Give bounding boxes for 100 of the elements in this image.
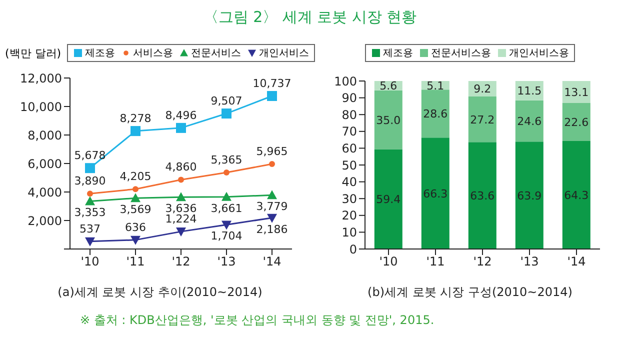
x-tick-label: '12	[172, 254, 190, 269]
point	[269, 161, 275, 167]
bar	[421, 138, 450, 249]
y-tick-label: 4,000	[28, 185, 62, 200]
data-label: 9,507	[210, 94, 242, 108]
data-label: 59.4	[376, 193, 401, 206]
data-label: 4,860	[165, 160, 197, 174]
data-label: 1,704	[210, 230, 242, 243]
y-tick-label: 70	[342, 124, 357, 139]
y-tick-label: 40	[342, 175, 357, 190]
data-label: 63.9	[517, 189, 542, 202]
point	[130, 193, 140, 202]
point	[87, 190, 93, 197]
legend-label: 전문서비스	[190, 47, 242, 60]
data-label: 3,636	[165, 202, 197, 216]
data-label: 5,365	[210, 154, 242, 167]
bar	[421, 90, 450, 138]
x-tick-label: '13	[520, 254, 539, 269]
bar	[515, 100, 544, 142]
data-label: 64.3	[564, 188, 589, 202]
bar	[468, 142, 496, 249]
y-tick-label: 10,000	[20, 100, 62, 114]
legend-label: 제조용	[382, 47, 413, 60]
data-label: 4,205	[120, 170, 152, 184]
x-tick-label: '13	[217, 254, 236, 269]
data-label: 5,965	[256, 145, 288, 158]
y-tick-label: 6,000	[28, 156, 62, 171]
point	[267, 214, 277, 223]
x-tick-label: '14	[262, 254, 282, 269]
data-label: 2,186	[256, 222, 288, 236]
data-label: 3,779	[256, 200, 288, 214]
x-tick-label: '10	[80, 254, 100, 269]
y-tick-label: 30	[342, 192, 357, 206]
bar	[562, 140, 590, 249]
data-label: 9.2	[474, 82, 492, 96]
bar	[468, 96, 496, 142]
point	[85, 237, 95, 246]
y-tick-label: 2,000	[28, 214, 62, 228]
bar	[515, 142, 544, 249]
y-tick-label: 100	[334, 74, 357, 88]
point	[267, 190, 277, 200]
point	[176, 192, 186, 202]
data-label: 35.0	[376, 114, 401, 127]
point	[130, 236, 140, 245]
y-axis-title: (백만 달러)	[5, 46, 62, 60]
data-label: 3,661	[210, 202, 242, 215]
point	[222, 108, 232, 119]
point	[267, 91, 277, 101]
point	[85, 196, 95, 206]
y-tick-label: 80	[342, 108, 357, 122]
data-label: 28.6	[423, 108, 448, 121]
x-tick-label: '10	[379, 254, 398, 269]
data-label: 63.6	[470, 190, 495, 203]
text: (a)세계 로봇 시장 추이(2010~2014)	[56, 284, 264, 301]
point	[222, 192, 232, 201]
text: ※ 출처 : KDB산업은행, '로봇 산업의 국내외 동향 및 전망', 2015.	[80, 312, 436, 329]
data-label: 3,890	[74, 174, 106, 188]
data-label: 3,353	[74, 206, 106, 220]
point	[130, 126, 140, 136]
point	[85, 163, 95, 174]
data-label: 10,737	[252, 77, 292, 90]
data-label: 5.6	[380, 80, 398, 93]
point	[224, 170, 230, 176]
point	[222, 220, 232, 230]
y-tick-label: 10	[342, 225, 357, 240]
y-tick-label: 0	[349, 242, 357, 256]
y-tick-label: 20	[342, 208, 357, 223]
x-tick-label: '14	[567, 254, 586, 269]
legend-label: 개인서비스	[258, 47, 310, 60]
x-tick-label: '11	[126, 254, 145, 269]
data-label: 11.5	[517, 84, 542, 98]
data-label: 3,569	[120, 203, 152, 216]
data-label: 537	[80, 222, 100, 236]
legend-label: 전문서비스용	[430, 47, 491, 60]
point	[176, 228, 186, 237]
y-tick-label: 90	[342, 91, 357, 106]
data-label: 22.6	[564, 116, 589, 129]
point	[132, 186, 138, 192]
data-label: 636	[125, 220, 146, 234]
data-label: 1,224	[165, 212, 197, 226]
y-tick-label: 12,000	[20, 71, 62, 86]
bar	[562, 103, 590, 141]
y-tick-label: 60	[342, 141, 357, 156]
legend-label: 제조용	[84, 47, 116, 60]
data-label: 24.6	[517, 114, 542, 128]
x-tick-label: '11	[426, 254, 445, 269]
data-label: 5.1	[426, 79, 444, 92]
data-label: 13.1	[564, 86, 589, 100]
y-tick-label: 50	[342, 158, 357, 172]
legend-label: 개인서비스용	[508, 47, 569, 60]
data-label: 66.3	[423, 187, 448, 200]
point	[178, 176, 184, 183]
data-label: 8,278	[120, 112, 152, 126]
data-label: 8,496	[165, 108, 197, 122]
point	[176, 122, 186, 133]
bar	[374, 90, 402, 150]
x-tick-label: '12	[473, 254, 492, 269]
data-label: 5,678	[74, 149, 106, 162]
y-tick-label: 8,000	[28, 128, 62, 142]
data-label: 27.2	[470, 113, 495, 126]
